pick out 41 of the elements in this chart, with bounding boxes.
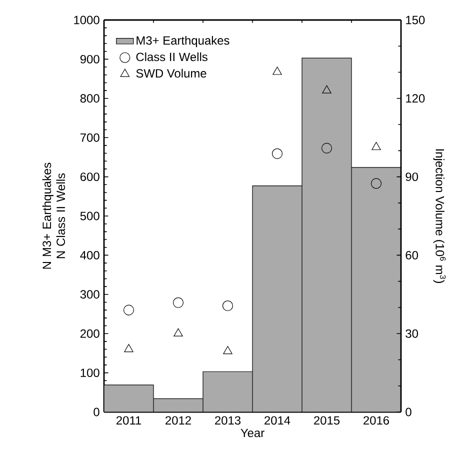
y-tick-label: 700 xyxy=(80,133,100,142)
legend-label: Class II Wells xyxy=(136,52,208,62)
y-tick-label: 400 xyxy=(80,250,100,260)
point xyxy=(223,346,232,354)
x-axis-title: Year xyxy=(240,428,264,438)
y-tick-label: 500 xyxy=(80,212,100,220)
y2-tick-label: 150 xyxy=(406,16,425,24)
y2-tick-label: 60 xyxy=(406,250,418,260)
point xyxy=(174,328,183,336)
y-tick-label: 0 xyxy=(94,408,100,416)
y-axis-title: N M3+ Earthquakes N Class II Wells xyxy=(42,162,66,269)
x-tick-label: 2011 xyxy=(116,416,142,425)
y-tick-label: 200 xyxy=(80,329,100,338)
y-tick-label: 800 xyxy=(80,94,100,103)
point xyxy=(322,85,332,94)
y-tick-label: 300 xyxy=(80,290,100,299)
y-tick-label: 100 xyxy=(80,368,100,378)
x-tick-label: 2016 xyxy=(364,416,390,425)
y2-tick-label: 120 xyxy=(406,94,425,103)
legend-label: M3+ Earthquakes xyxy=(136,36,230,48)
y2-tick-label: 90 xyxy=(406,172,418,182)
point xyxy=(321,142,332,154)
x-tick-label: 2013 xyxy=(215,416,241,425)
y2-tick-label: 30 xyxy=(406,329,418,338)
point xyxy=(222,300,234,312)
y-tick-label: 900 xyxy=(80,54,100,64)
x-tick-label: 2014 xyxy=(264,416,290,425)
point xyxy=(123,304,134,316)
y-tick-label: 1000 xyxy=(74,16,100,24)
point xyxy=(172,297,184,308)
y-tick-label: 600 xyxy=(80,172,100,182)
point xyxy=(272,148,283,159)
point xyxy=(370,178,382,189)
legend-label: SWD Volume xyxy=(136,68,206,78)
y2-axis-title: Injection Volume (10$^{6}$ m$^{3}$) xyxy=(433,149,446,283)
x-tick-label: 2012 xyxy=(166,416,191,425)
y2-tick-label: 0 xyxy=(406,408,412,416)
x-tick-label: 2015 xyxy=(314,416,340,425)
point xyxy=(372,142,381,150)
point xyxy=(272,66,282,75)
point xyxy=(124,344,134,352)
